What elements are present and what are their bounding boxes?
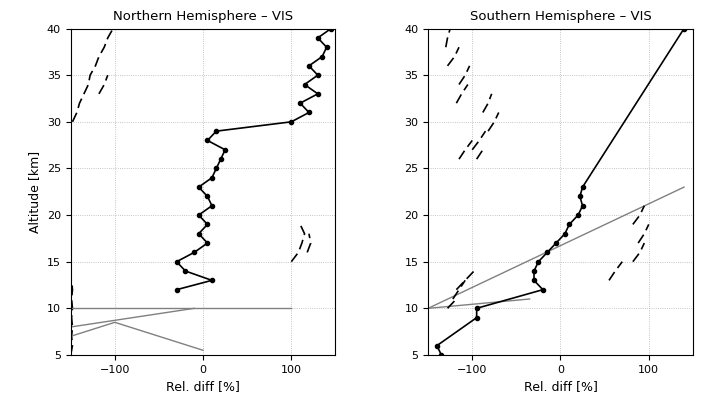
Title: Northern Hemisphere – VIS: Northern Hemisphere – VIS [113, 10, 293, 23]
Title: Southern Hemisphere – VIS: Southern Hemisphere – VIS [469, 10, 651, 23]
Y-axis label: Altitude [km]: Altitude [km] [28, 151, 41, 233]
X-axis label: Rel. diff [%]: Rel. diff [%] [524, 380, 597, 393]
X-axis label: Rel. diff [%]: Rel. diff [%] [166, 380, 240, 393]
